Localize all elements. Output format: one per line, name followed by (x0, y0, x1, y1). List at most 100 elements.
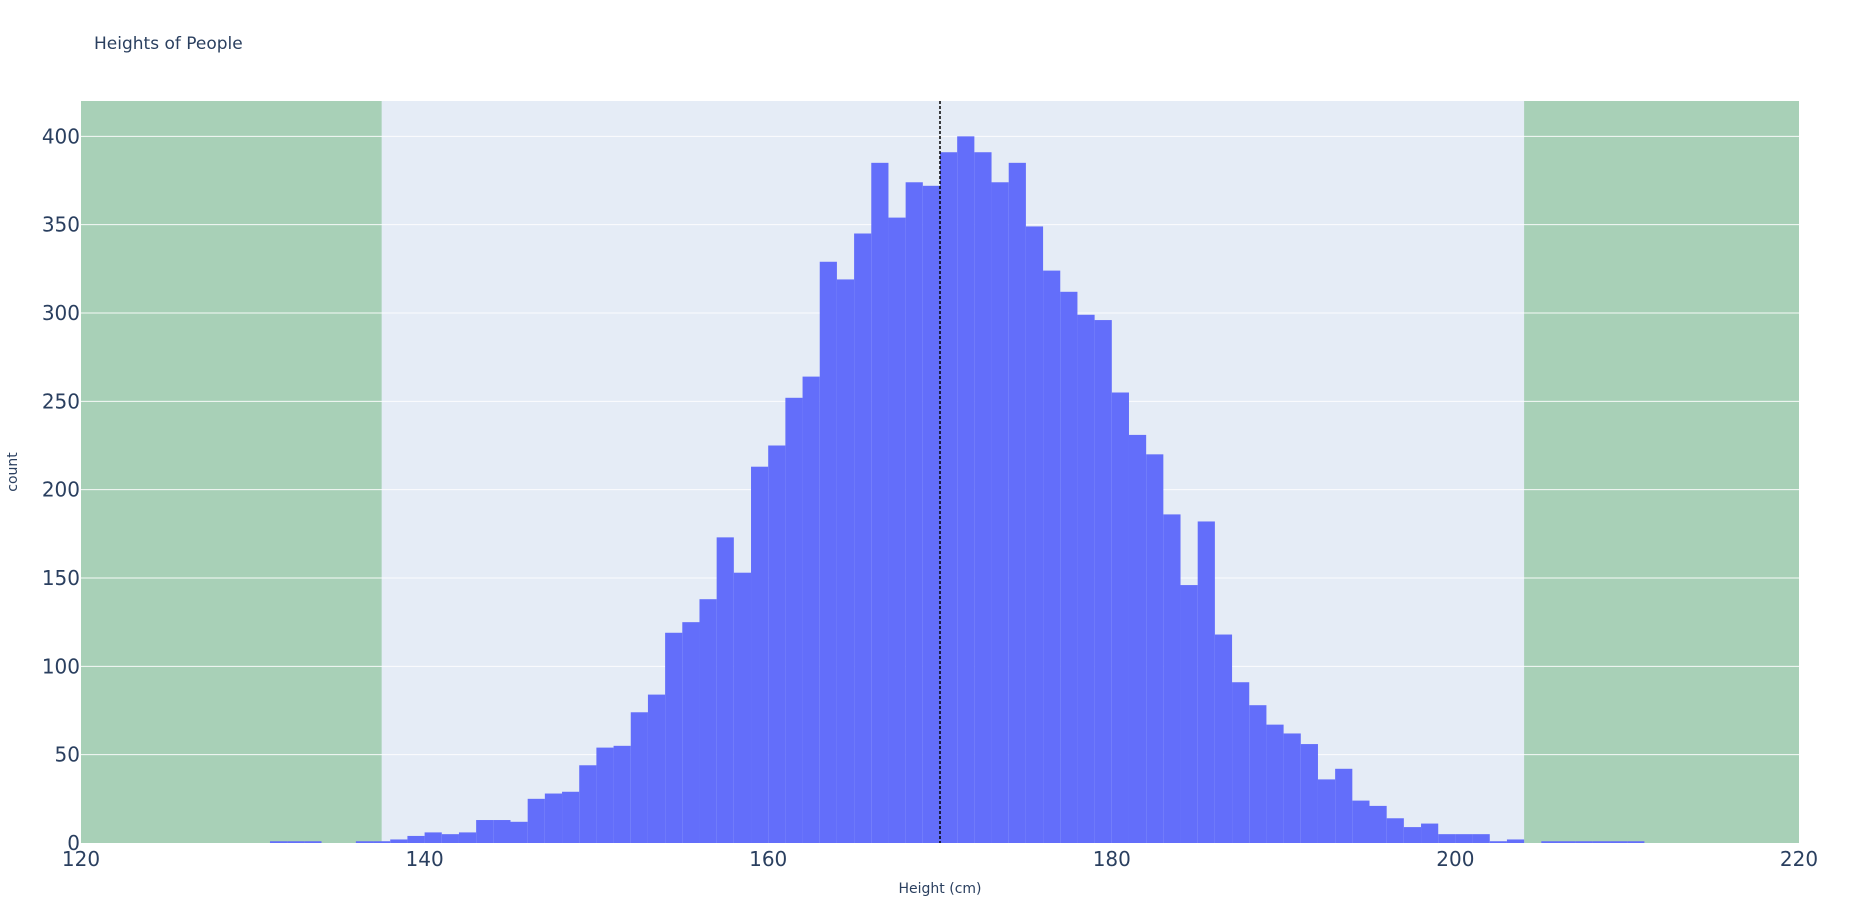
bar-187 (1232, 682, 1250, 843)
bar-201 (1472, 834, 1490, 843)
bar-206 (1558, 841, 1576, 843)
bar-181 (1128, 434, 1147, 843)
bar-195 (1369, 805, 1387, 843)
y-tick-labels: 0 50 100 150 200 250 300 350 400 (42, 124, 80, 855)
bar-197 (1403, 827, 1422, 843)
histogram-bars (269, 136, 1645, 844)
bar-143 (476, 820, 494, 843)
bar-183 (1163, 514, 1181, 843)
bar-154 (665, 632, 683, 843)
bar-200 (1455, 834, 1473, 843)
bar-202 (1489, 841, 1507, 843)
bar-196 (1386, 818, 1404, 843)
y-tick-150: 150 (42, 566, 80, 590)
y-tick-300: 300 (42, 301, 80, 325)
bar-172 (974, 152, 992, 843)
bar-146 (527, 798, 545, 843)
x-tick-160: 160 (749, 847, 787, 871)
bar-150 (596, 747, 614, 843)
bar-147 (544, 793, 563, 843)
bar-170 (940, 152, 958, 843)
bar-198 (1421, 823, 1439, 843)
bar-166 (871, 162, 889, 844)
bar-139 (407, 835, 425, 843)
bar-149 (579, 765, 597, 843)
bar-133 (304, 841, 322, 843)
bar-159 (751, 466, 769, 843)
bar-205 (1541, 841, 1559, 843)
bar-137 (373, 841, 391, 843)
bar-168 (905, 182, 923, 843)
bar-148 (562, 791, 580, 843)
bar-164 (836, 279, 855, 843)
y-tick-50: 50 (55, 743, 80, 767)
y-tick-400: 400 (42, 124, 80, 148)
bar-162 (802, 376, 820, 843)
x-tick-220: 220 (1780, 847, 1818, 871)
bar-152 (630, 712, 648, 843)
y-tick-250: 250 (42, 389, 80, 413)
bar-158 (733, 572, 752, 843)
bar-190 (1283, 733, 1301, 843)
y-tick-350: 350 (42, 213, 80, 237)
bar-153 (647, 694, 666, 843)
bar-156 (699, 599, 717, 843)
bar-182 (1146, 454, 1164, 843)
bar-141 (441, 834, 459, 843)
bar-175 (1025, 226, 1044, 843)
bar-140 (424, 832, 442, 843)
y-axis-title: count (5, 452, 21, 492)
bar-173 (991, 182, 1009, 843)
bar-145 (510, 821, 528, 843)
bar-186 (1214, 634, 1233, 843)
bar-174 (1008, 162, 1026, 844)
bar-210 (1627, 841, 1645, 843)
bar-157 (716, 537, 734, 843)
bar-209 (1610, 841, 1628, 843)
x-tick-labels: 120 140 160 180 200 220 (62, 847, 1818, 871)
bar-199 (1438, 834, 1456, 843)
shaded-region-2 (1524, 101, 1799, 843)
bar-184 (1180, 585, 1198, 843)
y-tick-100: 100 (42, 654, 80, 678)
bar-193 (1335, 768, 1353, 843)
bar-207 (1575, 841, 1593, 843)
bar-185 (1197, 521, 1215, 843)
bar-144 (493, 820, 511, 843)
bar-131 (269, 841, 288, 843)
bar-180 (1111, 392, 1129, 843)
bar-167 (888, 217, 906, 844)
y-tick-200: 200 (42, 478, 80, 502)
bar-178 (1077, 314, 1095, 843)
bar-169 (922, 185, 940, 844)
bar-189 (1266, 724, 1284, 843)
bar-191 (1300, 744, 1318, 843)
x-tick-140: 140 (406, 847, 444, 871)
bar-177 (1060, 291, 1078, 843)
x-tick-120: 120 (62, 847, 100, 871)
bar-138 (390, 839, 408, 843)
bar-194 (1352, 800, 1370, 843)
bar-171 (957, 136, 975, 844)
chart-title: Heights of People (94, 34, 243, 54)
x-axis-title: Height (cm) (899, 881, 982, 897)
bar-179 (1094, 320, 1112, 844)
bar-203 (1506, 839, 1525, 843)
x-tick-180: 180 (1093, 847, 1131, 871)
bar-160 (768, 445, 786, 843)
bar-163 (819, 261, 837, 843)
bar-161 (785, 397, 803, 843)
bar-151 (613, 745, 631, 843)
bar-188 (1249, 705, 1267, 843)
bar-208 (1592, 841, 1611, 843)
bar-192 (1317, 779, 1336, 843)
bar-132 (287, 841, 305, 843)
bar-136 (355, 841, 374, 843)
y-tick-0: 0 (67, 831, 80, 855)
bar-176 (1043, 270, 1061, 844)
shaded-region-1 (81, 101, 382, 843)
x-tick-200: 200 (1436, 847, 1474, 871)
bar-165 (854, 233, 872, 843)
bar-142 (458, 832, 477, 843)
